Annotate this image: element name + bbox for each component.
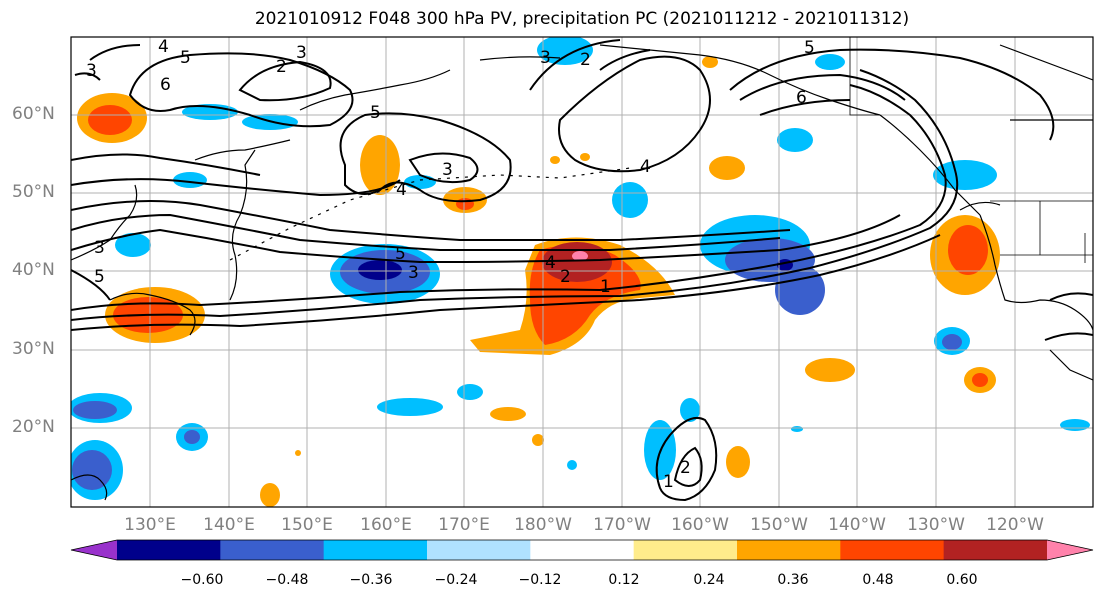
graticule xyxy=(71,37,1093,507)
colorbar-tick-label: −0.12 xyxy=(518,572,562,588)
colorbar-extend-high xyxy=(1047,540,1093,560)
pv-label: 5 xyxy=(94,267,105,287)
lon-label: 160°E xyxy=(360,515,412,535)
lat-label: 40°N xyxy=(12,260,55,280)
colorbar xyxy=(70,539,1094,561)
colorbar-tick-label: 0.12 xyxy=(608,572,640,588)
colorbar-tick-label: 0.24 xyxy=(693,572,725,588)
lon-label: 140°W xyxy=(828,515,886,535)
colorbar-tick-label: −0.36 xyxy=(349,572,393,588)
pv-label: 5 xyxy=(804,38,815,58)
pv-label: 6 xyxy=(796,88,807,108)
colorbar-tick-label: −0.60 xyxy=(180,572,224,588)
colorbar-tick-label: 0.36 xyxy=(777,572,809,588)
pv-label: 3 xyxy=(86,61,97,81)
lon-label: 170°E xyxy=(438,515,490,535)
coastlines xyxy=(71,44,1093,501)
map-title: 2021010912 F048 300 hPa PV, precipitatio… xyxy=(254,9,910,29)
pv-label: 3 xyxy=(408,263,419,283)
pv-label: 1 xyxy=(663,472,674,492)
dateline-track xyxy=(229,167,631,261)
pv-label: 3 xyxy=(296,43,307,63)
pv-label: 4 xyxy=(158,37,169,57)
colorbar-bin xyxy=(943,540,1048,560)
colorbar-bin xyxy=(220,540,325,560)
map-frame xyxy=(70,36,1094,508)
colorbar-tick-label: 0.60 xyxy=(946,572,978,588)
pv-label: 4 xyxy=(545,253,556,273)
pv-label: 4 xyxy=(396,180,407,200)
colorbar-bin xyxy=(840,540,945,560)
pv-label: 3 xyxy=(442,160,453,180)
pv-label: 6 xyxy=(160,75,171,95)
pv-label: 2 xyxy=(680,458,691,478)
colorbar-bin xyxy=(117,540,221,560)
colorbar-bin xyxy=(530,540,635,560)
lon-label: 140°E xyxy=(203,515,255,535)
pv-contour-labels: 1 2 3 4 5 6 5 5 4 3 4 3 2 5 4 3 6 3 5 3 … xyxy=(86,37,815,492)
pv-label: 5 xyxy=(370,103,381,123)
pv-label: 5 xyxy=(180,48,191,68)
colorbar-tick-label: 0.48 xyxy=(862,572,894,588)
lat-label: 20°N xyxy=(12,417,55,437)
pv-contours xyxy=(71,39,1093,502)
pv-label: 2 xyxy=(276,57,287,77)
lon-label: 170°W xyxy=(593,515,651,535)
lon-label: 130°E xyxy=(124,515,176,535)
pv-label: 4 xyxy=(640,157,651,177)
lon-label: 180°W xyxy=(514,515,572,535)
colorbar-tick-label: −0.24 xyxy=(434,572,478,588)
lon-label: 120°W xyxy=(986,515,1044,535)
pv-label: 2 xyxy=(580,50,591,70)
lon-label: 160°W xyxy=(671,515,729,535)
pv-label: 3 xyxy=(94,238,105,258)
borders xyxy=(849,37,1093,263)
lon-label: 130°W xyxy=(907,515,965,535)
pv-label: 1 xyxy=(600,277,611,297)
colorbar-bin xyxy=(427,540,531,560)
lat-label: 30°N xyxy=(12,339,55,359)
colorbar-bin xyxy=(737,540,841,560)
colorbar-bin xyxy=(323,540,428,560)
pv-label: 3 xyxy=(540,48,551,68)
colorbar-bin xyxy=(633,540,738,560)
lat-label: 60°N xyxy=(12,104,55,124)
colorbar-extend-low xyxy=(71,540,117,560)
lon-label: 150°E xyxy=(281,515,333,535)
lat-label: 50°N xyxy=(12,182,55,202)
lon-label: 150°W xyxy=(750,515,808,535)
colorbar-tick-label: −0.48 xyxy=(265,572,309,588)
pv-label: 5 xyxy=(395,244,406,264)
pv-label: 2 xyxy=(560,267,571,287)
